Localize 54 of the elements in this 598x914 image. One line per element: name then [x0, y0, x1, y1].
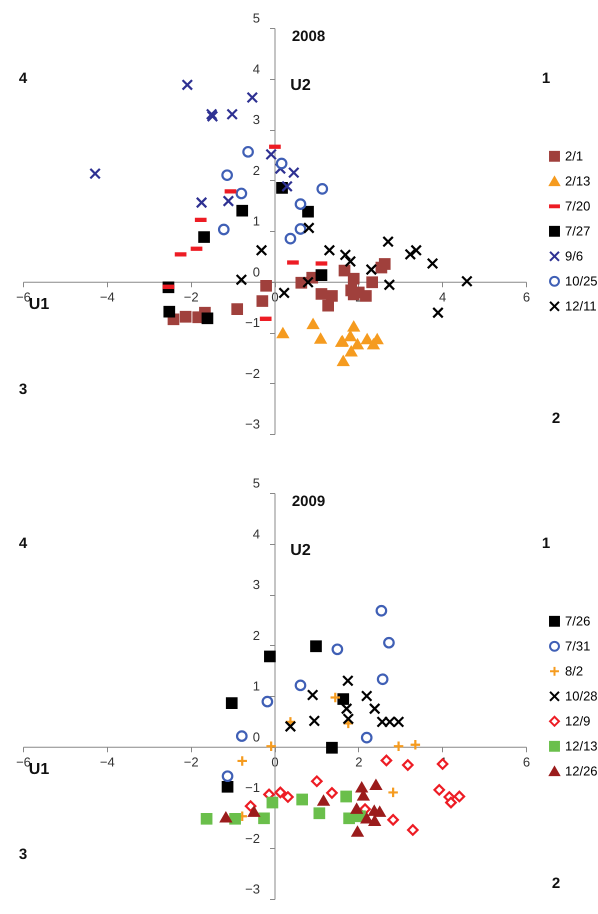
text: 2	[552, 410, 560, 427]
legend-label: 10/25	[565, 273, 598, 288]
y-tick-label: 4	[252, 61, 260, 76]
legend-label: 8/2	[565, 663, 584, 678]
annotation: 3	[18, 381, 28, 398]
legend-label: 12/26	[565, 763, 598, 778]
y-tick-label: 5	[252, 476, 260, 490]
legend-label: 10/28	[565, 688, 598, 704]
y-tick-label: −1	[245, 315, 260, 330]
y-tick-label: 2	[252, 162, 260, 178]
chart-title: 2009	[292, 493, 326, 510]
x-tick-label: 2	[355, 754, 362, 770]
legend-label: 12/9	[565, 713, 590, 728]
x-tick-label: 4	[439, 289, 446, 304]
y-tick-label: 1	[252, 214, 260, 228]
x-tick-label: −2	[184, 289, 199, 304]
legend-label: 7/31	[565, 638, 590, 654]
y-tick-label: −3	[245, 416, 260, 432]
y-tick-label: 0	[252, 729, 260, 744]
x-tick-label: −6	[16, 289, 31, 304]
annotation: 4	[18, 535, 28, 552]
y-tick-label: −3	[245, 882, 260, 896]
legend-label: 7/26	[565, 613, 590, 628]
y-tick-label: 1	[252, 678, 260, 694]
legend-label: 7/27	[565, 223, 590, 238]
x-tick-label: 6	[522, 289, 530, 304]
legend-label: 7/20	[565, 198, 590, 214]
annotation: 4	[18, 70, 28, 87]
y-axis-title: U2	[290, 76, 311, 94]
text: 2	[552, 875, 560, 892]
y-axis-title: U2	[290, 542, 311, 559]
y-tick-label: −2	[245, 830, 260, 846]
y-tick-label: 2	[252, 628, 260, 643]
y-tick-label: 3	[252, 112, 260, 127]
y-tick-label: 4	[252, 526, 260, 542]
x-tick-label: −4	[100, 754, 115, 770]
y-tick-label: 0	[252, 264, 260, 280]
legend-label: 12/13	[565, 738, 598, 754]
legend-label: 12/11	[565, 298, 597, 314]
x-tick-label: −2	[184, 754, 199, 770]
y-tick-label: 3	[252, 577, 260, 592]
chart-title: 2008	[292, 28, 326, 45]
x-tick-label: −4	[100, 289, 115, 304]
x-tick-label: 6	[522, 754, 530, 770]
y-tick-label: −1	[245, 780, 260, 795]
y-tick-label: −2	[245, 366, 260, 381]
legend-label: 9/6	[565, 248, 584, 264]
text: 1	[542, 70, 550, 87]
text: 1	[542, 535, 550, 552]
y-tick-label: 5	[252, 10, 260, 26]
annotation: 3	[18, 846, 28, 863]
legend-label: 2/1	[565, 148, 584, 164]
legend-label: 2/13	[565, 173, 590, 188]
x-tick-label: −6	[16, 754, 31, 770]
